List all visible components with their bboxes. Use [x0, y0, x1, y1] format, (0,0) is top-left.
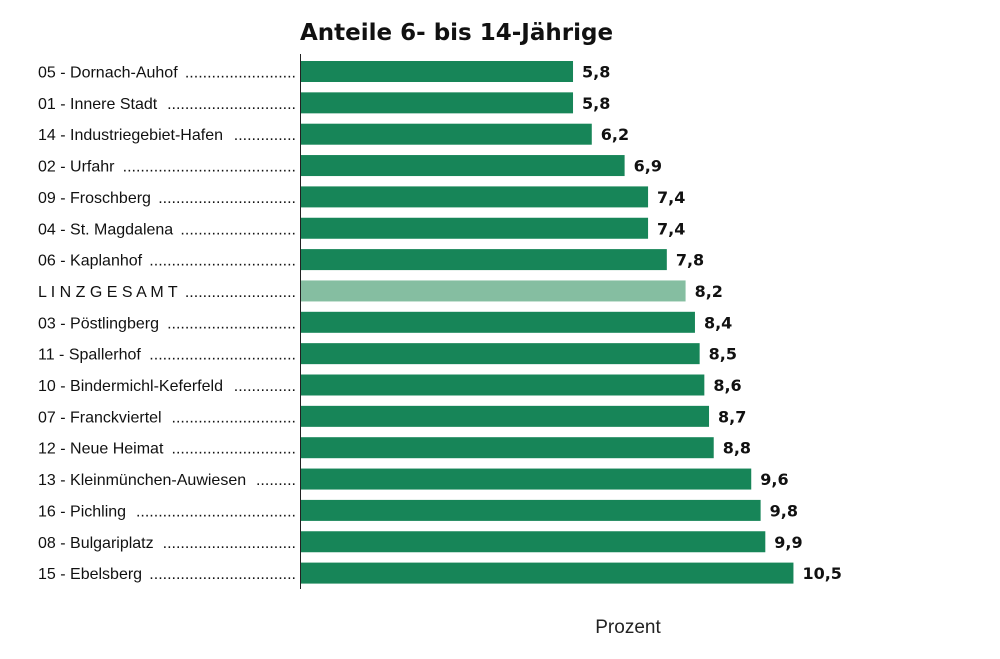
- dot-leader-13: .........: [256, 472, 296, 489]
- category-label-4: 09 - Froschberg: [38, 190, 151, 207]
- bar-4: [301, 186, 649, 208]
- category-label-7: L I N Z G E S A M T: [38, 284, 178, 301]
- category-label-16: 15 - Ebelsberg: [38, 566, 142, 583]
- category-labels: 05 - Dornach-Auhof......................…: [38, 65, 296, 584]
- category-label-5: 04 - St. Magdalena: [38, 221, 173, 238]
- value-label-12: 8,8: [723, 439, 751, 458]
- bar-9: [301, 343, 700, 365]
- bar-13: [301, 468, 752, 490]
- value-label-10: 8,6: [713, 376, 741, 395]
- bar-8: [301, 311, 695, 333]
- dot-leader-12: ............................: [172, 441, 296, 458]
- category-label-0: 05 - Dornach-Auhof: [38, 65, 178, 82]
- category-label-10: 10 - Bindermichl-Keferfeld: [38, 378, 223, 395]
- bar-3: [301, 155, 625, 177]
- bar-15: [301, 531, 766, 553]
- value-label-0: 5,8: [582, 63, 610, 82]
- value-labels: 5,8 5,8 6,2 6,9 7,4 7,4 7,8 8,2 8,4 8,5 8,6 8,7 8,8 9…: [582, 63, 842, 584]
- dot-leader-16: .................................: [149, 566, 296, 583]
- value-label-9: 8,5: [709, 345, 737, 364]
- value-label-6: 7,8: [676, 251, 704, 270]
- chart-title: Anteile 6- bis 14-Jährige: [300, 20, 613, 46]
- category-label-11: 07 - Franckviertel: [38, 409, 162, 426]
- dot-leader-8: .............................: [167, 315, 296, 332]
- dot-leader-5: ..........................: [180, 221, 296, 238]
- dot-leader-6: .................................: [149, 253, 296, 270]
- dot-leader-7: .........................: [185, 284, 296, 301]
- value-label-16: 10,5: [802, 564, 841, 583]
- dot-leader-2: ..............: [234, 127, 296, 144]
- category-label-14: 16 - Pichling: [38, 503, 126, 520]
- x-axis-label: Prozent: [595, 617, 661, 638]
- value-label-3: 6,9: [634, 157, 662, 176]
- dot-leader-1: .............................: [167, 96, 296, 113]
- bar-11: [301, 405, 710, 427]
- category-label-2: 14 - Industriegebiet-Hafen: [38, 127, 223, 144]
- dot-leader-15: ..............................: [163, 535, 296, 552]
- category-label-8: 03 - Pöstlingberg: [38, 315, 159, 332]
- bar-12: [301, 437, 714, 459]
- bar-0: [301, 61, 574, 82]
- bar-1: [301, 92, 574, 114]
- category-label-1: 01 - Innere Stadt: [38, 96, 158, 113]
- value-label-7: 8,2: [695, 282, 723, 301]
- bar-6: [301, 249, 667, 271]
- value-label-14: 9,8: [770, 501, 798, 520]
- bar-7: [301, 280, 686, 302]
- value-label-4: 7,4: [657, 188, 685, 207]
- value-label-2: 6,2: [601, 125, 629, 144]
- dot-leader-11: ............................: [172, 409, 296, 426]
- dot-leader-4: ...............................: [158, 190, 296, 207]
- category-label-15: 08 - Bulgariplatz: [38, 535, 154, 552]
- value-label-1: 5,8: [582, 94, 610, 113]
- value-label-15: 9,9: [774, 533, 802, 552]
- value-label-8: 8,4: [704, 313, 732, 332]
- category-label-3: 02 - Urfahr: [38, 159, 115, 176]
- dot-leader-3: .......................................: [123, 159, 296, 176]
- bar-10: [301, 374, 705, 396]
- bar-5: [301, 217, 649, 239]
- value-label-13: 9,6: [760, 470, 788, 489]
- category-label-9: 11 - Spallerhof: [38, 347, 141, 364]
- value-label-5: 7,4: [657, 219, 685, 238]
- dot-leader-0: .........................: [185, 65, 296, 82]
- category-label-12: 12 - Neue Heimat: [38, 441, 164, 458]
- dot-leader-14: ....................................: [136, 503, 296, 520]
- bar-14: [301, 499, 761, 521]
- category-label-13: 13 - Kleinmünchen-Auwiesen: [38, 472, 246, 489]
- dot-leader-10: ..............: [234, 378, 296, 395]
- bars: [301, 61, 794, 584]
- value-label-11: 8,7: [718, 407, 746, 426]
- bar-2: [301, 123, 592, 145]
- category-label-6: 06 - Kaplanhof: [38, 253, 143, 270]
- dot-leader-9: .................................: [149, 347, 296, 364]
- bar-16: [301, 562, 794, 584]
